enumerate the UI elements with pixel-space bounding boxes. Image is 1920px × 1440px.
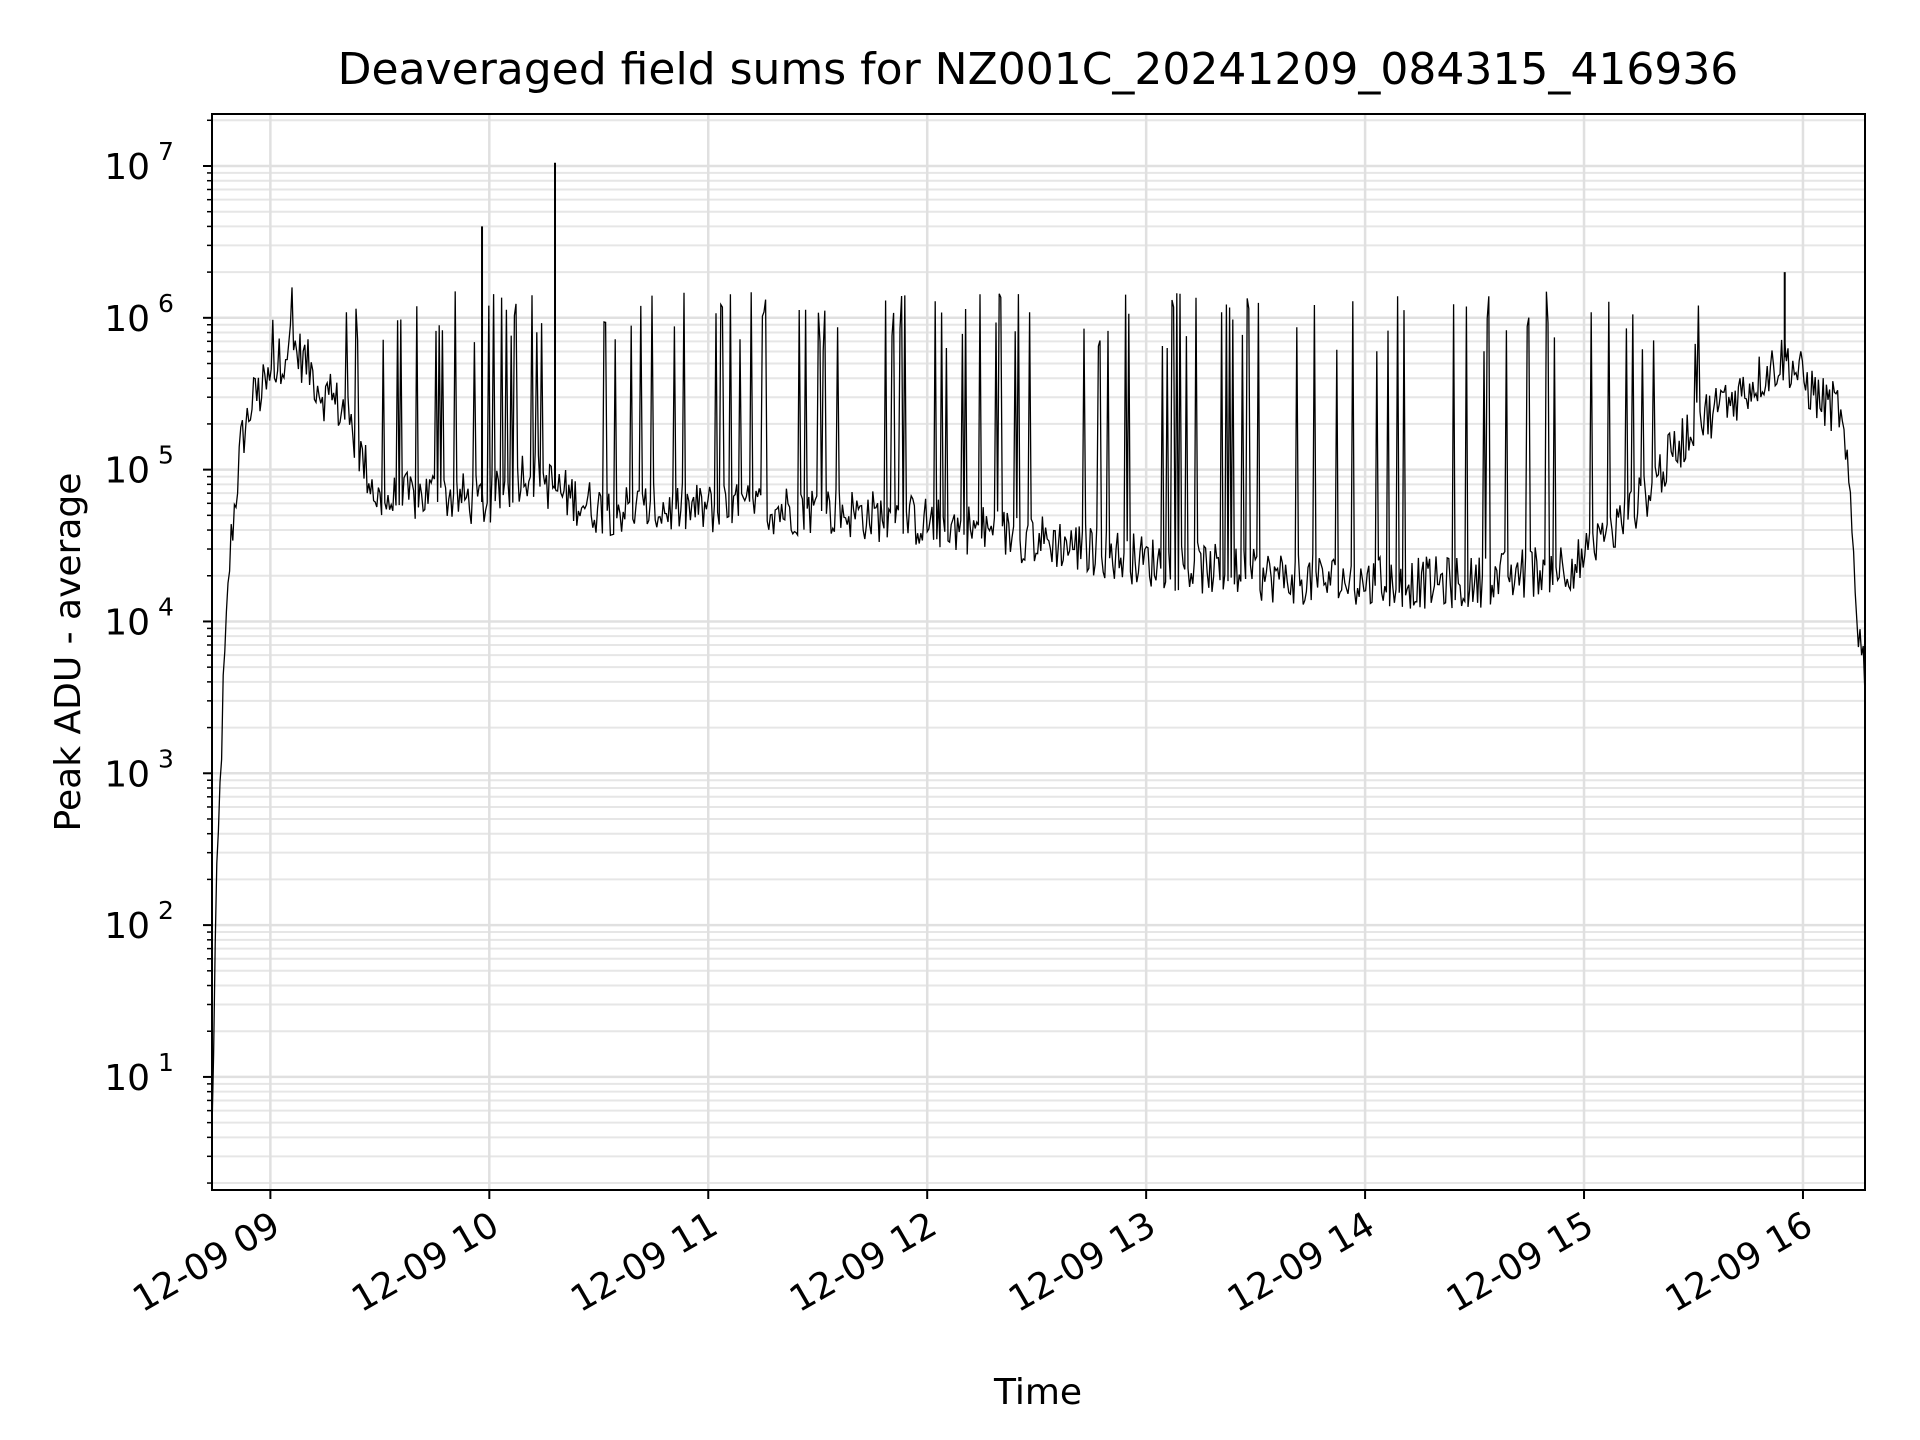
y-tick-label-exponent: 6: [158, 289, 174, 318]
plot-frame: [211, 113, 1866, 1191]
y-tick-label: 10: [104, 602, 150, 643]
x-axis-label: Time: [993, 1372, 1082, 1413]
y-tick-label-exponent: 3: [158, 744, 174, 773]
series-path: [211, 287, 1866, 1130]
chart-title: Deaveraged field sums for NZ001C_2024120…: [338, 44, 1739, 95]
y-tick-label-exponent: 5: [158, 441, 174, 470]
series-line: [211, 162, 1866, 1130]
y-tick-label: 10: [104, 1058, 150, 1099]
y-tick-label: 10: [104, 147, 150, 188]
y-tick-label-exponent: 4: [158, 592, 174, 621]
y-tick-label-exponent: 1: [158, 1048, 174, 1077]
y-tick-label-exponent: 2: [158, 896, 174, 925]
y-tick-label: 10: [104, 451, 150, 492]
y-axis-label: Peak ADU - average: [48, 473, 89, 832]
y-tick-label: 10: [104, 906, 150, 947]
y-tick-label-exponent: 7: [158, 137, 174, 166]
y-tick-label: 10: [104, 754, 150, 795]
y-tick-label: 10: [104, 299, 150, 340]
